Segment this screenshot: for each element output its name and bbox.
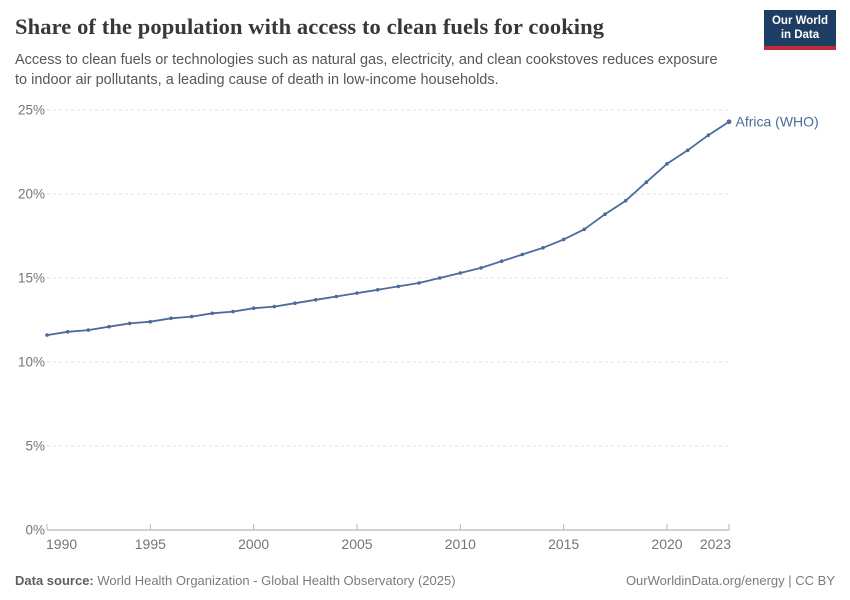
owid-logo-line: in Data [780, 28, 820, 41]
data-point [417, 281, 421, 285]
owid-logo-line: Our World [771, 15, 828, 27]
data-point [107, 324, 111, 329]
data-point [458, 271, 463, 275]
x-axis-tick-label: 1995 [135, 536, 166, 552]
y-axis-tick-label: 10% [18, 355, 45, 370]
data-point [231, 309, 235, 314]
data-point [334, 294, 339, 299]
chart-header: Share of the population with access to c… [15, 14, 755, 90]
data-point [706, 133, 711, 137]
x-axis-tick-label: 2000 [238, 536, 269, 552]
chart-title: Share of the population with access to c… [15, 14, 605, 39]
y-axis-tick-label: 0% [25, 523, 45, 538]
data-point [251, 306, 256, 311]
data-point [561, 237, 566, 242]
data-point [169, 316, 173, 321]
chart-subtitle-line: Access to clean fuels or technologies su… [15, 52, 718, 68]
data-point [479, 266, 483, 270]
data-source-label: Data source: [15, 573, 94, 588]
series-name-label: Africa (WHO) [736, 113, 819, 129]
data-point [685, 148, 690, 153]
data-source-value: World Health Organization - Global Healt… [97, 573, 456, 588]
data-point [355, 291, 359, 295]
license-link[interactable]: OurWorldinData.org/energy | CC BY [625, 573, 835, 588]
y-axis-tick-label: 5% [25, 439, 45, 454]
data-source: Data source: World Health Organization -… [15, 573, 456, 588]
data-point [45, 333, 49, 337]
data-point [210, 311, 215, 316]
data-point [520, 252, 525, 257]
x-axis-tick-label: 2015 [548, 536, 579, 552]
owid-logo[interactable]: Our World in Data [763, 10, 836, 50]
x-axis-tick-label: 2005 [341, 536, 372, 552]
chart-subtitle-line: to indoor air pollutants, a leading caus… [15, 72, 499, 88]
x-axis-tick-label: 1990 [46, 536, 77, 552]
chart-subtitle: Access to clean fuels or technologies su… [15, 50, 755, 90]
data-point [437, 276, 442, 280]
data-line [46, 120, 730, 337]
x-axis-tick-label: 2023 [700, 536, 731, 552]
data-point [541, 246, 545, 250]
data-point [375, 288, 380, 292]
data-point [127, 321, 132, 326]
data-point [86, 328, 91, 332]
chart-footer: Data source: World Health Organization -… [15, 573, 835, 588]
data-point [582, 227, 587, 232]
x-axis-tick-label: 2010 [445, 536, 476, 552]
data-point [272, 304, 277, 309]
y-axis-tick-label: 15% [18, 271, 45, 286]
data-point [189, 314, 194, 319]
data-point [148, 319, 153, 324]
data-point [623, 198, 628, 203]
data-point [293, 301, 297, 306]
data-point [499, 259, 504, 264]
data-point [644, 180, 649, 184]
data-point [665, 162, 669, 166]
data-point-last [726, 119, 732, 125]
data-point [313, 298, 318, 302]
y-axis-tick-label: 25% [18, 103, 45, 118]
y-axis-tick-label: 20% [18, 187, 45, 202]
x-axis-tick-label: 2020 [651, 536, 682, 552]
data-point [603, 212, 607, 216]
data-point [65, 330, 70, 334]
data-point [396, 284, 401, 289]
